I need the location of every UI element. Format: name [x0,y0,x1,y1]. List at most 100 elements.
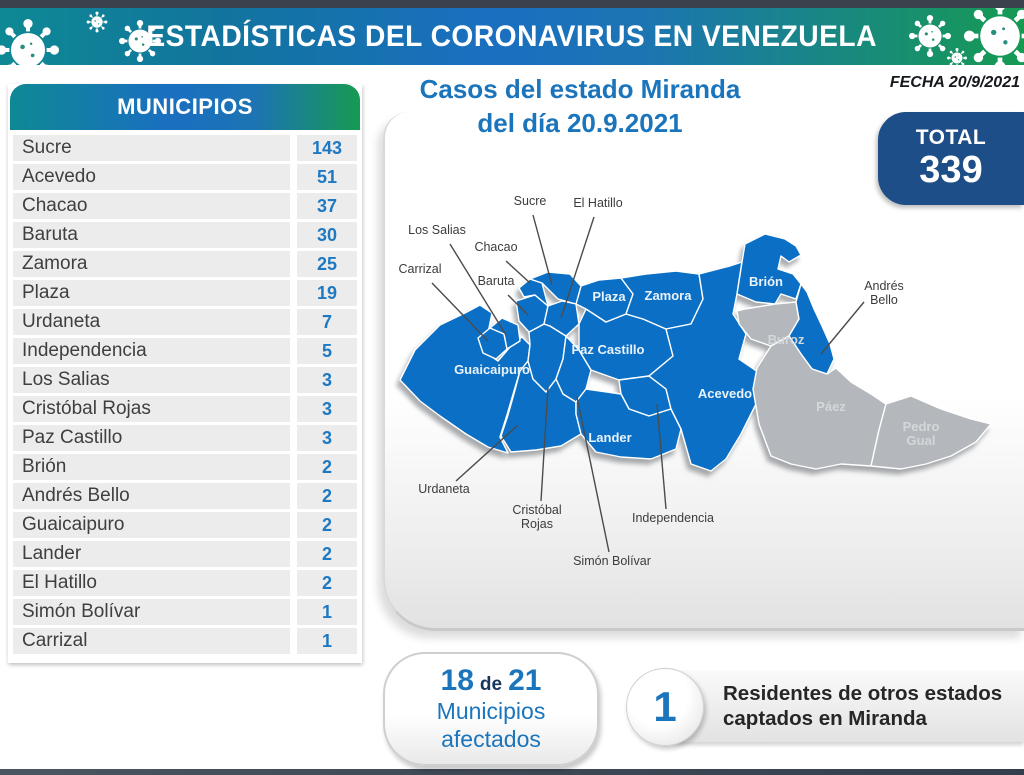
affected-word2: afectados [441,726,541,752]
affected-count: 18 [440,664,474,697]
municipio-name: Andrés Bello [13,483,290,509]
municipio-name: Carrizal [13,628,290,654]
municipio-cases: 3 [297,396,357,422]
municipio-name: Independencia [13,338,290,364]
table-row: El Hatillo 2 [13,570,357,596]
municipio-cases: 1 [297,628,357,654]
map-label-external: Independencia [632,511,714,525]
table-row: Plaza 19 [13,280,357,306]
municipality-brion [736,233,802,305]
header-banner: ESTADÍSTICAS DEL CORONAVIRUS EN VENEZUEL… [0,8,1024,65]
municipios-table: MUNICIPIOS Sucre 143 Acevedo 51 Chacao 37 Baru… [8,84,362,663]
municipio-cases: 19 [297,280,357,306]
municipio-cases: 37 [297,193,357,219]
other-states-bar: Residentes de otros estados captados en … [665,670,1024,742]
map-labels: Plaza Zamora Paz Castillo Guaicaipuro Aceved… [398,194,939,568]
other-states-line1: Residentes de otros estados [723,682,1003,705]
other-states-count-circle: 1 [626,668,704,746]
other-states-count: 1 [653,683,677,730]
table-row: Simón Bolívar 1 [13,599,357,625]
municipio-cases: 51 [297,164,357,190]
map-label-external: El Hatillo [573,196,622,210]
table-row: Cristóbal Rojas 3 [13,396,357,422]
page-title: Casos del estado Miranda del día 20.9.20… [385,72,775,140]
map-label-external: Andrés Bello [864,279,904,307]
map-label-internal: Lander [588,430,631,445]
table-row: Carrizal 1 [13,628,357,654]
table-row: Urdaneta 7 [13,309,357,335]
map-label-external: Los Salias [408,223,466,237]
map-label-leader-line [540,386,549,502]
map-label-external: Cristóbal Rojas [512,503,561,531]
page-title-line2: del día 20.9.2021 [477,108,683,138]
municipio-cases: 2 [297,454,357,480]
municipio-cases: 2 [297,541,357,567]
affected-word1: Municipios [436,698,546,724]
table-row: Paz Castillo 3 [13,425,357,451]
municipio-name: Sucre [13,135,290,161]
municipio-name: Urdaneta [13,309,290,335]
municipio-name: Simón Bolívar [13,599,290,625]
table-body: Sucre 143 Acevedo 51 Chacao 37 Baruta 30 Zamora 2… [8,135,362,654]
table-row: Sucre 143 [13,135,357,161]
municipio-cases: 2 [297,483,357,509]
map-label-internal: Pedro Gual [903,419,940,448]
municipio-name: Zamora [13,251,290,277]
municipio-name: Paz Castillo [13,425,290,451]
map-label-external: Urdaneta [418,482,469,496]
municipio-cases: 2 [297,512,357,538]
map-label-leader-line [431,282,489,342]
map-label-internal: Buroz [768,332,805,347]
table-header: MUNICIPIOS [10,84,360,130]
virus-icon [85,10,109,34]
municipio-name: Guaicaipuro [13,512,290,538]
municipio-cases: 30 [297,222,357,248]
map-label-external: Simón Bolívar [573,554,651,568]
other-states-line2: captados en Miranda [723,707,927,730]
affected-municipios-card: 18 de 21 Municipios afectados [383,652,599,766]
map-label-internal: Guaicaipuro [454,362,530,377]
municipio-name: Lander [13,541,290,567]
miranda-state-map: Plaza Zamora Paz Castillo Guaicaipuro Aceved… [398,194,992,568]
map-label-internal: Paz Castillo [572,342,645,357]
municipality-acevedo [648,261,762,472]
bottom-dark-strip [0,769,1024,775]
table-row: Los Salias 3 [13,367,357,393]
map-label-leader-line [560,216,595,319]
table-row: Chacao 37 [13,193,357,219]
date-label: FECHA 20/9/2021 [889,74,1020,91]
map-label-external: Sucre [514,194,547,208]
municipio-name: Cristóbal Rojas [13,396,290,422]
table-row: Zamora 25 [13,251,357,277]
banner-title: ESTADÍSTICAS DEL CORONAVIRUS EN VENEZUEL… [146,19,878,53]
table-row: Lander 2 [13,541,357,567]
municipio-cases: 5 [297,338,357,364]
virus-icon [907,13,953,59]
municipio-cases: 7 [297,309,357,335]
map-label-internal: Plaza [592,289,626,304]
municipio-cases: 1 [297,599,357,625]
virus-icon [946,47,968,65]
virus-icon [964,8,1024,65]
table-row: Acevedo 51 [13,164,357,190]
municipality-el-hatillo [543,300,580,337]
map-label-external: Chacao [474,240,517,254]
affected-of: de [479,674,503,695]
total-value: 339 [919,149,983,191]
municipio-name: Acevedo [13,164,290,190]
map-label-leader-line [507,294,529,316]
table-row: Independencia 5 [13,338,357,364]
municipio-name: Chacao [13,193,290,219]
map-label-internal: Páez [816,399,846,414]
municipio-name: Los Salias [13,367,290,393]
map-label-leader-line [449,243,507,336]
affected-count-line: 18 de 21 [441,665,542,697]
map-label-leader-line [576,396,610,553]
municipio-cases: 25 [297,251,357,277]
map-label-leader-line [532,214,553,286]
map-label-internal: Brión [749,274,783,289]
page-title-line1: Casos del estado Miranda [419,74,741,104]
map-label-internal: Acevedo [698,386,752,401]
municipio-name: El Hatillo [13,570,290,596]
